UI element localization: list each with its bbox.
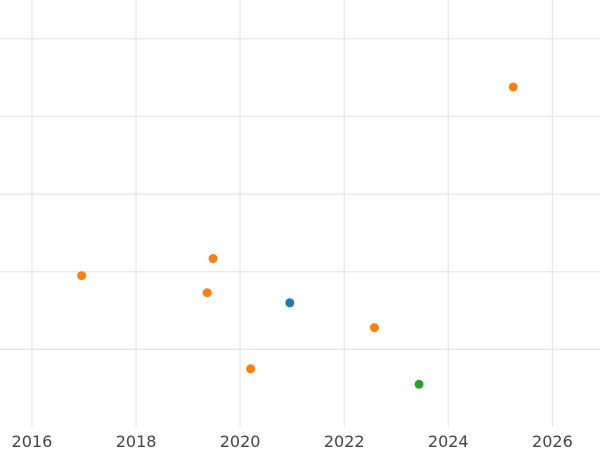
x-tick-label-2016: 2016 (12, 432, 53, 450)
x-tick-label-2020: 2020 (220, 432, 261, 450)
x-tick-label-2024: 2024 (428, 432, 469, 450)
x-tick-label-2018: 2018 (116, 432, 157, 450)
data-point-s1-2 (209, 254, 218, 263)
data-point-s1-0 (77, 271, 86, 280)
data-point-s2-0 (415, 380, 424, 389)
x-tick-label-2026: 2026 (532, 432, 573, 450)
data-point-s1-3 (246, 364, 255, 373)
data-point-s1-1 (203, 288, 212, 297)
data-point-s0-0 (285, 298, 294, 307)
data-point-s1-4 (370, 323, 379, 332)
x-tick-label-2022: 2022 (324, 432, 365, 450)
data-point-s1-5 (509, 82, 518, 91)
